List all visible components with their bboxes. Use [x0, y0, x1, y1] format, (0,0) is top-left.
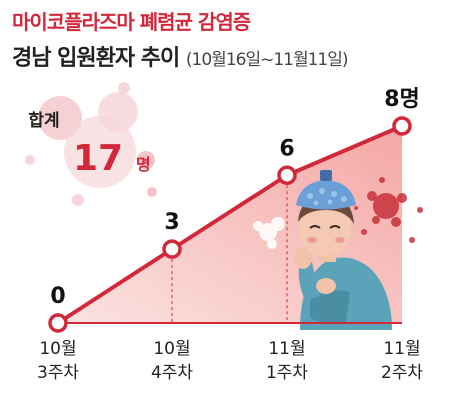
total-value: 17 — [73, 138, 123, 179]
x-tick-label: 2주차 — [381, 363, 423, 383]
bubble-decoration — [25, 82, 157, 206]
x-tick-labels: 10월 3주차 10월 4주차 11월 1주차 11월 2주차 — [37, 339, 423, 383]
data-point — [277, 165, 297, 185]
page-title: 마이코플라즈마 폐렴균 감염증 — [12, 10, 251, 34]
x-tick-label: 10월 — [153, 339, 190, 359]
x-tick-label: 11월 — [268, 339, 305, 359]
x-tick-label: 3주차 — [37, 363, 79, 383]
value-label: 0 — [50, 284, 65, 309]
series-line — [56, 124, 403, 325]
data-point — [162, 239, 182, 259]
x-tick-label: 1주차 — [266, 363, 308, 383]
period-text: (10월16일~11월11일) — [185, 50, 349, 70]
value-labels: 0 3 6 8명 — [50, 87, 419, 309]
value-label: 6 — [279, 136, 294, 161]
x-tick-label: 10월 — [39, 339, 76, 359]
data-point — [48, 313, 68, 333]
total-label: 합계 — [28, 110, 59, 131]
subtitle-text: 경남 입원환자 추이 — [12, 46, 180, 71]
data-points — [48, 116, 412, 333]
total-unit: 명 — [136, 155, 151, 174]
value-label: 3 — [164, 210, 179, 235]
x-tick-label: 4주차 — [151, 363, 193, 383]
chart-subtitle: 경남 입원환자 추이 (10월16일~11월11일) — [12, 40, 349, 72]
data-point — [392, 116, 412, 136]
value-label: 8명 — [384, 87, 420, 112]
drop-lines — [171, 185, 288, 323]
x-tick-label: 11월 — [383, 339, 420, 359]
sick-person-illustration — [253, 170, 423, 330]
